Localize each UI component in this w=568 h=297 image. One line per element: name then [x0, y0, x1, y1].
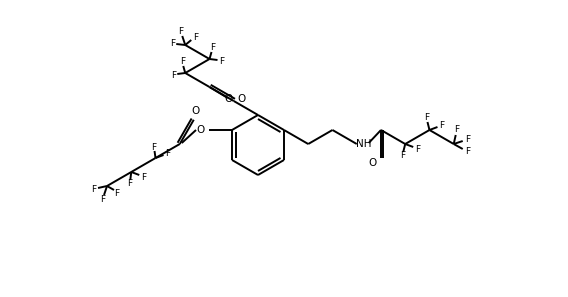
- Text: F: F: [151, 143, 156, 151]
- Text: F: F: [424, 113, 429, 122]
- Text: O: O: [224, 94, 233, 104]
- Text: NH: NH: [356, 139, 371, 149]
- Text: F: F: [465, 148, 470, 157]
- Text: F: F: [115, 189, 120, 198]
- Text: F: F: [91, 184, 97, 194]
- Text: O: O: [237, 94, 246, 104]
- Text: F: F: [101, 195, 106, 205]
- Text: F: F: [178, 28, 183, 37]
- Text: F: F: [439, 121, 444, 129]
- Text: F: F: [165, 148, 170, 157]
- Text: F: F: [127, 179, 132, 189]
- Text: F: F: [193, 34, 198, 42]
- Text: F: F: [465, 135, 470, 143]
- Text: F: F: [171, 70, 176, 80]
- Text: F: F: [170, 39, 175, 48]
- Text: F: F: [179, 58, 185, 67]
- Text: F: F: [400, 151, 405, 160]
- Text: F: F: [141, 173, 146, 181]
- Text: F: F: [415, 145, 420, 154]
- Text: F: F: [210, 43, 215, 53]
- Text: O: O: [191, 106, 200, 116]
- Text: F: F: [454, 126, 460, 135]
- Text: O: O: [369, 158, 377, 168]
- Text: F: F: [219, 56, 224, 66]
- Text: O: O: [196, 125, 204, 135]
